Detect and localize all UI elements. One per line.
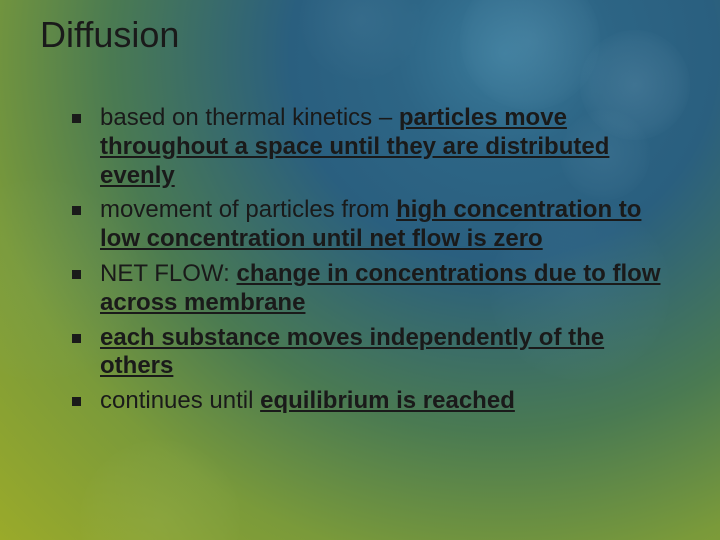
list-item: each substance moves independently of th…	[72, 324, 680, 382]
list-item: movement of particles from high concentr…	[72, 196, 680, 254]
bullet-text-plain: continues until	[100, 387, 260, 414]
bullet-text-plain: NET FLOW:	[100, 260, 236, 287]
bullet-text-emphasis: equilibrium is reached	[260, 387, 515, 414]
list-item: continues until equilibrium is reached	[72, 387, 680, 416]
slide-title: Diffusion	[40, 14, 680, 56]
bullet-text-plain: movement of particles from	[100, 196, 396, 223]
bullet-list: based on thermal kinetics – particles mo…	[40, 104, 680, 416]
bullet-text-emphasis: each substance moves independently of th…	[100, 324, 604, 380]
list-item: based on thermal kinetics – particles mo…	[72, 104, 680, 190]
slide: Diffusion based on thermal kinetics – pa…	[0, 0, 720, 540]
list-item: NET FLOW: change in concentrations due t…	[72, 260, 680, 318]
bullet-text-plain: based on thermal kinetics –	[100, 104, 399, 131]
